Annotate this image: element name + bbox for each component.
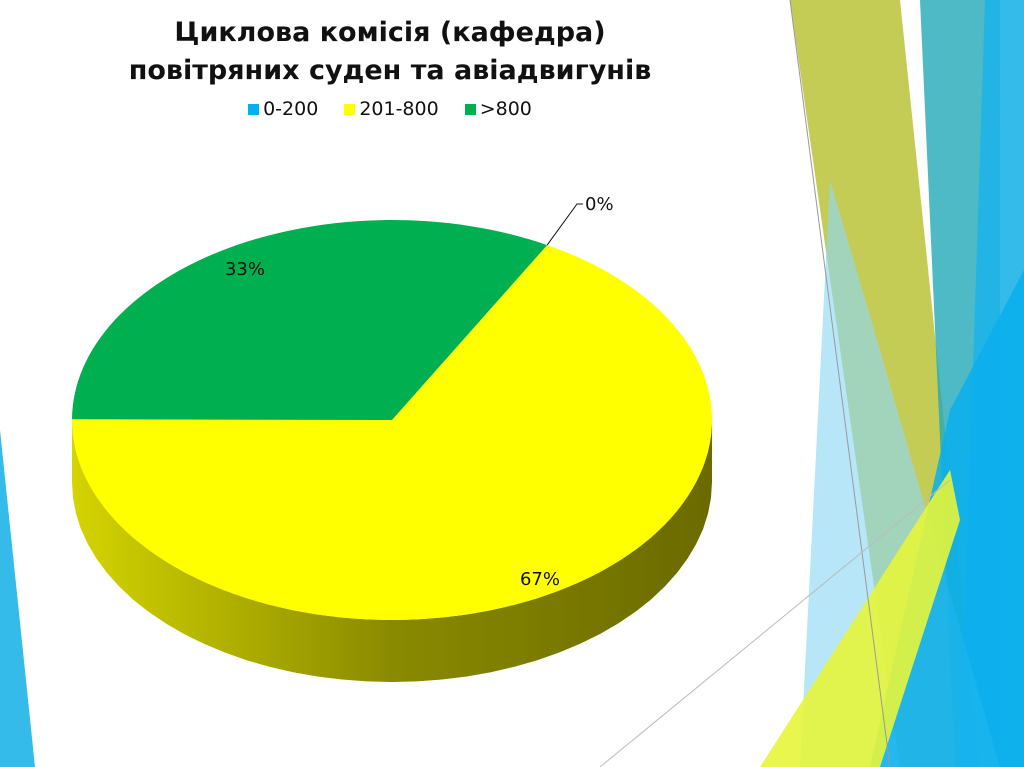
chart-title-line-1: Циклова комісія (кафедра) — [174, 17, 606, 48]
pie-slice-201-800 — [72, 245, 713, 621]
pie-slice-800 — [72, 219, 548, 420]
legend-swatch — [464, 103, 476, 115]
legend-item-over-800: >800 — [464, 98, 532, 120]
legend-item-201-800: 201-800 — [344, 98, 439, 120]
chart-title: Циклова комісія (кафедра) повітряних суд… — [100, 14, 680, 90]
pie-slice-201-800-side — [72, 420, 712, 682]
leader-line — [546, 203, 583, 246]
legend: 0-200 201-800 >800 — [100, 98, 680, 120]
legend-label: 0-200 — [263, 98, 319, 120]
legend-item-0-200: 0-200 — [248, 98, 318, 120]
legend-label: 201-800 — [359, 98, 439, 120]
data-label: 0% — [585, 194, 614, 215]
legend-swatch — [248, 103, 260, 115]
data-label: 33% — [225, 259, 265, 280]
data-label: 67% — [520, 569, 560, 590]
legend-swatch — [344, 103, 356, 115]
chart-title-line-2: повітряних суден та авіадвигунів — [128, 55, 652, 86]
legend-label: >800 — [479, 98, 532, 120]
